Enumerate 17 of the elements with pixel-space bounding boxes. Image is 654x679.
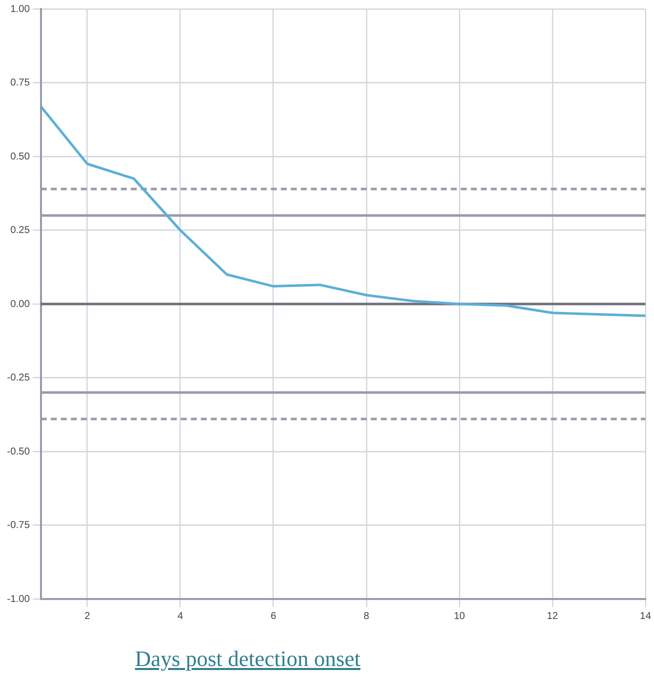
x-tick-label: 14 (640, 610, 652, 622)
y-tick-label: -1.00 (6, 594, 30, 605)
x-tick-label: 2 (84, 610, 91, 622)
y-tick-label: 1.00 (10, 4, 30, 15)
x-tick-label: 6 (270, 610, 277, 622)
y-tick-label: 0.00 (10, 298, 30, 310)
x-axis-title: Days post detection onset (135, 646, 360, 672)
y-tick-label: 0.50 (10, 151, 30, 162)
y-tick-label: -0.75 (6, 520, 30, 531)
y-tick-label: -0.25 (6, 372, 30, 384)
x-tick-label: 8 (364, 610, 370, 622)
y-tick-label: -0.50 (6, 446, 30, 458)
x-tick-label: 12 (546, 610, 558, 622)
y-tick-label: 0.25 (10, 225, 30, 236)
x-tick-label: 10 (454, 610, 466, 622)
x-tick-label: 4 (178, 610, 184, 622)
y-tick-label: 0.75 (10, 78, 30, 88)
